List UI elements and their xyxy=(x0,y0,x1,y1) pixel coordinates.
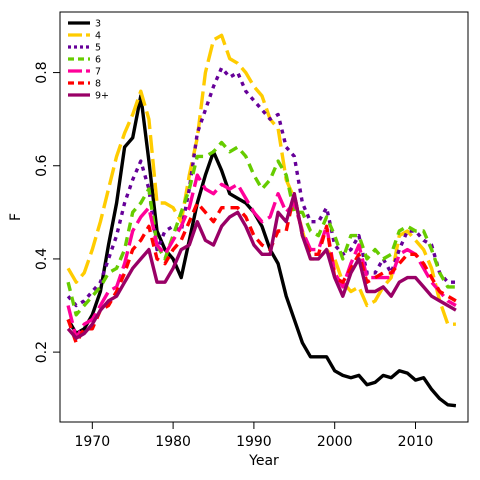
legend-label: 9+ xyxy=(95,91,109,102)
series-line-8 xyxy=(66,191,457,345)
series-line-9plus xyxy=(66,191,457,340)
series-line-5 xyxy=(66,66,456,308)
x-tick-label: 1980 xyxy=(155,434,191,450)
x-tick-label: 1990 xyxy=(236,434,272,450)
y-tick-label: 0.8 xyxy=(34,61,50,83)
series-line-7 xyxy=(66,173,457,340)
x-tick-label: 2000 xyxy=(317,434,353,450)
legend-label: 7 xyxy=(95,67,101,78)
y-tick-label: 0.6 xyxy=(34,155,50,177)
legend-label: 5 xyxy=(95,43,101,54)
y-tick-label: 0.4 xyxy=(34,248,50,270)
legend-label: 6 xyxy=(95,55,101,66)
x-tick-label: 1970 xyxy=(74,434,110,450)
series-line-4 xyxy=(66,33,456,326)
legend-label: 4 xyxy=(95,31,101,42)
y-tick-label: 0.2 xyxy=(34,341,50,363)
series-layer xyxy=(66,33,457,408)
x-tick-label: 2010 xyxy=(398,434,434,450)
series-line-6 xyxy=(66,140,456,317)
x-axis-title: Year xyxy=(248,453,279,469)
legend-label: 8 xyxy=(95,79,101,90)
series-line-3 xyxy=(66,94,457,408)
y-axis-title: F xyxy=(8,213,24,221)
plot-frame xyxy=(59,11,469,423)
legend-label: 3 xyxy=(95,19,101,30)
axes-layer: 1970 1980 1990 2000 2010 0.2 0.4 0.6 0.8 xyxy=(34,61,433,450)
